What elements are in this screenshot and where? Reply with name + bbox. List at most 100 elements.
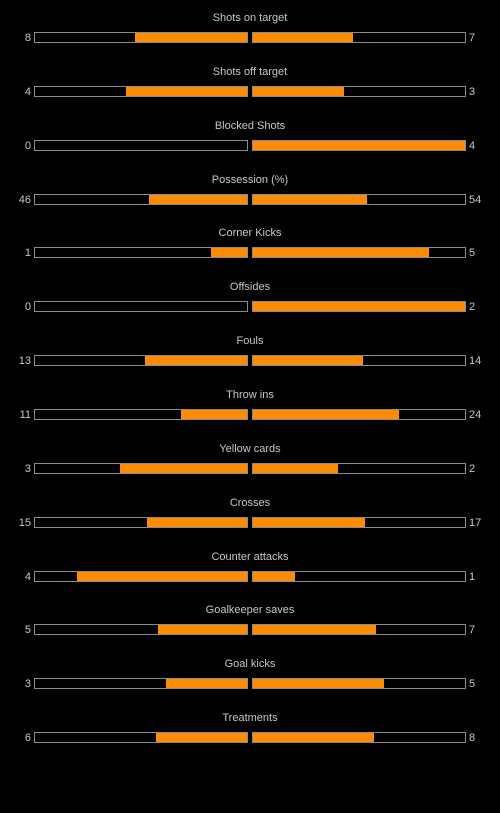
home-bar-fill: [181, 410, 247, 419]
stat-label: Shots on target: [212, 12, 288, 24]
away-bar-fill: [253, 410, 400, 419]
away-bar-fill: [253, 356, 364, 365]
away-bar-fill: [253, 302, 465, 311]
stat-row: Counter attacks 4 1: [0, 550, 500, 590]
away-bar-fill: [253, 195, 368, 204]
home-value: 5: [24, 624, 31, 636]
home-bar-fill: [145, 356, 247, 365]
stat-row: Crosses 15 17: [0, 496, 500, 536]
home-bar-fill: [126, 87, 247, 96]
away-bar-fill: [253, 248, 429, 257]
away-bar-track: [252, 140, 466, 151]
home-value: 4: [24, 571, 31, 583]
home-bar-fill: [166, 679, 247, 688]
away-bar-track: [252, 732, 466, 743]
away-value: 24: [469, 409, 482, 421]
away-value: 7: [469, 624, 476, 636]
away-value: 17: [469, 517, 482, 529]
home-bar-fill: [147, 518, 247, 527]
away-bar-track: [252, 32, 466, 43]
away-bar-track: [252, 624, 466, 635]
home-bar-track: [34, 247, 248, 258]
stat-row: Treatments 6 8: [0, 711, 500, 751]
stat-row: Corner Kicks 1 5: [0, 226, 500, 266]
away-bar-track: [252, 355, 466, 366]
away-value: 4: [469, 140, 476, 152]
away-value: 7: [469, 32, 476, 44]
home-bar-fill: [119, 464, 247, 473]
away-value: 1: [469, 571, 476, 583]
home-bar-track: [34, 678, 248, 689]
away-bar-track: [252, 517, 466, 528]
home-value: 46: [18, 194, 31, 206]
stat-row: Shots off target 4 3: [0, 65, 500, 105]
away-value: 3: [469, 86, 476, 98]
stat-row: Throw ins 11 24: [0, 388, 500, 428]
home-value: 11: [19, 409, 31, 421]
away-value: 2: [469, 463, 476, 475]
away-value: 8: [469, 732, 476, 744]
away-value: 14: [469, 355, 482, 367]
home-bar-track: [34, 355, 248, 366]
away-bar-fill: [253, 33, 353, 42]
home-value: 3: [24, 678, 31, 690]
away-value: 5: [469, 678, 476, 690]
stat-row: Yellow cards 3 2: [0, 442, 500, 482]
stat-label: Yellow cards: [219, 443, 281, 455]
home-value: 0: [24, 140, 31, 152]
stat-label: Goalkeeper saves: [205, 604, 295, 616]
stat-row: Blocked Shots 0 4: [0, 119, 500, 159]
stat-row: Offsides 0 2: [0, 280, 500, 320]
home-value: 6: [24, 732, 31, 744]
stat-row: Shots on target 8 7: [0, 11, 500, 51]
stat-row: Goalkeeper saves 5 7: [0, 603, 500, 643]
away-bar-fill: [253, 625, 376, 634]
home-bar-track: [34, 624, 248, 635]
away-value: 2: [469, 301, 476, 313]
home-bar-fill: [149, 195, 247, 204]
away-bar-fill: [253, 141, 465, 150]
home-value: 15: [18, 517, 31, 529]
stat-label: Treatments: [222, 712, 278, 724]
away-bar-fill: [253, 572, 296, 581]
stat-label: Blocked Shots: [214, 120, 286, 132]
away-bar-track: [252, 678, 466, 689]
away-bar-track: [252, 409, 466, 420]
home-bar-track: [34, 32, 248, 43]
home-bar-fill: [157, 625, 247, 634]
away-bar-track: [252, 86, 466, 97]
away-bar-fill: [253, 679, 385, 688]
home-bar-fill: [77, 572, 247, 581]
stat-label: Throw ins: [226, 389, 274, 401]
away-value: 5: [469, 247, 476, 259]
home-bar-track: [34, 463, 248, 474]
home-bar-track: [34, 571, 248, 582]
stat-label: Shots off target: [212, 66, 288, 78]
away-bar-fill: [253, 518, 366, 527]
stat-label: Corner Kicks: [218, 227, 282, 239]
home-bar-fill: [134, 33, 247, 42]
home-value: 4: [24, 86, 31, 98]
stat-label: Offsides: [229, 281, 271, 293]
away-bar-track: [252, 463, 466, 474]
stat-row: Possession (%) 46 54: [0, 173, 500, 213]
home-bar-track: [34, 140, 248, 151]
away-bar-fill: [253, 464, 338, 473]
away-bar-track: [252, 301, 466, 312]
stat-label: Counter attacks: [211, 551, 289, 563]
home-bar-track: [34, 409, 248, 420]
home-bar-track: [34, 194, 248, 205]
stat-label: Possession (%): [211, 174, 289, 186]
home-bar-track: [34, 86, 248, 97]
stat-row: Goal kicks 3 5: [0, 657, 500, 697]
home-bar-track: [34, 517, 248, 528]
home-value: 8: [24, 32, 31, 44]
home-bar-track: [34, 301, 248, 312]
home-value: 3: [24, 463, 31, 475]
home-bar-fill: [155, 733, 247, 742]
stat-label: Goal kicks: [224, 658, 276, 670]
away-bar-fill: [253, 87, 345, 96]
stat-label: Crosses: [229, 497, 271, 509]
home-bar-fill: [210, 248, 247, 257]
away-bar-track: [252, 571, 466, 582]
